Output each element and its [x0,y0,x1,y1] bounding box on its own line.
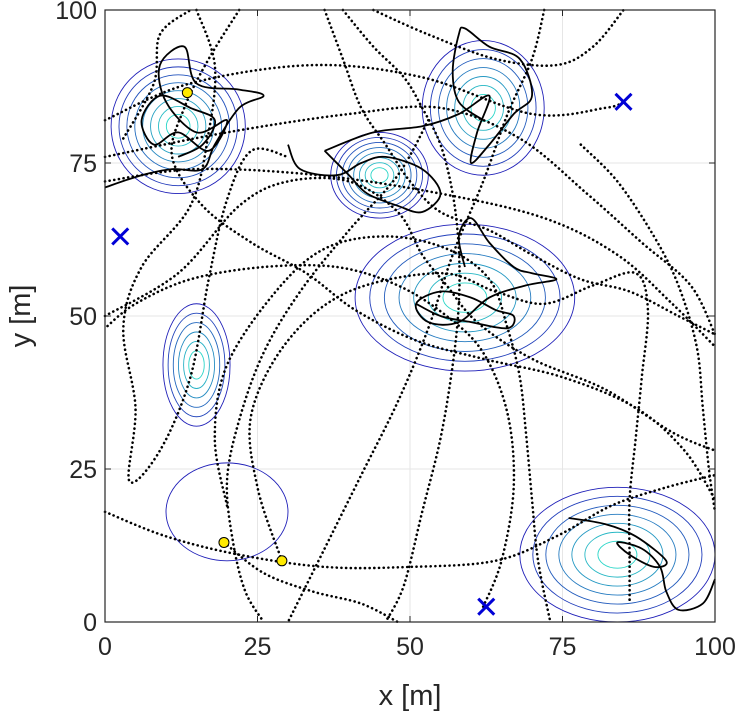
markers [111,87,633,616]
contour-ring [597,540,638,569]
dotted-trajectory [225,118,430,624]
solid-trajectory [324,26,533,165]
contour-ring [364,162,395,189]
dotted-trajectory [103,63,625,122]
x-marker [111,227,130,246]
contour-ring [571,522,664,587]
contour-ring [110,58,246,195]
dotted-trajectory [103,263,516,608]
contour-ring [165,462,289,562]
dotted-trajectory [579,143,717,514]
dotted-trajectory [103,105,717,336]
dotted-trajectory [103,167,717,348]
contour-ring [172,322,221,408]
contour-ring [341,142,418,209]
axis-ticks: 0 25 50 75 100 0 25 50 75 100 [55,0,736,661]
contour-ring [158,106,199,147]
dotted-trajectory [103,176,717,452]
solid-trajectory [104,45,265,189]
x-marker [477,597,496,616]
solid-trajectory [414,217,558,330]
dotted-trajectory [170,8,717,501]
x-tick-label: 100 [694,633,736,661]
solid-trajectory [568,517,716,612]
y-tick-label: 100 [55,0,97,25]
contour-ring [165,113,191,139]
solid-trajectory [287,144,442,214]
contour-ring [442,282,488,313]
y-tick-label: 25 [69,456,97,484]
contour-ring [167,312,226,418]
y-tick-label: 50 [69,303,97,331]
contour-ring [462,85,504,131]
contour-ring [162,303,231,427]
dotted-trajectory [122,8,192,140]
x-axis-label: x [m] [379,680,442,712]
contour-ring [470,94,496,122]
contour-ring [398,253,532,343]
dotted-trajectory [248,271,650,605]
point-marker [276,555,288,567]
contour-ring [183,340,210,389]
trajectories [103,8,717,624]
contour-ring [353,152,406,199]
dotted-trajectory [121,8,290,484]
contour-ring [383,243,546,352]
contour-ring [369,233,561,362]
x-marker [614,92,633,111]
contour-ring [177,331,216,399]
dotted-trajectory [213,235,552,624]
point-marker [218,536,230,548]
contour-ring [118,66,238,187]
y-tick-label: 0 [83,609,97,637]
x-tick-label: 0 [98,633,112,661]
y-tick-label: 75 [69,150,97,178]
contour-ring [558,513,677,596]
point-marker [181,87,193,99]
contour-ring [150,98,207,155]
contour-ring [354,223,576,372]
dotted-trajectory [323,8,717,336]
dotted-trajectory [103,473,717,570]
dotted-trajectory [341,8,461,624]
x-tick-label: 25 [244,633,272,661]
contour-ring [532,495,703,614]
contour-ring [427,272,502,323]
contour-ring [545,504,690,605]
y-axis-label: y [m] [5,285,37,348]
dotted-trajectory [222,541,400,624]
x-tick-label: 75 [549,633,577,661]
x-tick-label: 50 [396,633,424,661]
contour-ring [126,74,230,179]
